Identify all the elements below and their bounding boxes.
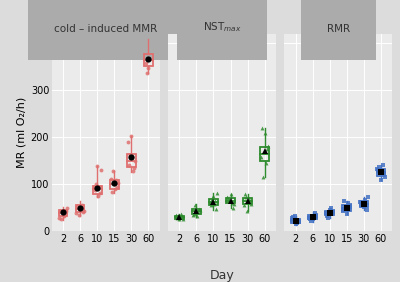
Bar — [291, 219, 300, 223]
Bar — [377, 169, 385, 176]
Text: NST$_{max}$: NST$_{max}$ — [203, 20, 241, 34]
Bar — [360, 201, 368, 207]
Bar — [209, 199, 218, 205]
Bar — [243, 198, 252, 204]
Bar — [59, 210, 67, 216]
Y-axis label: MR (ml O₂/h): MR (ml O₂/h) — [16, 97, 26, 168]
Bar — [308, 215, 317, 219]
Bar — [175, 216, 184, 219]
Bar — [76, 205, 84, 212]
Bar — [226, 198, 235, 203]
Bar — [127, 154, 136, 167]
Text: Day: Day — [210, 269, 234, 282]
Bar — [110, 180, 119, 189]
Bar — [192, 209, 201, 214]
Text: cold – induced MMR: cold – induced MMR — [54, 24, 158, 34]
Text: RMR: RMR — [327, 24, 350, 34]
Bar — [325, 211, 334, 215]
Bar — [93, 186, 102, 194]
Bar — [260, 147, 269, 161]
Bar — [144, 54, 153, 66]
Bar — [342, 205, 351, 211]
